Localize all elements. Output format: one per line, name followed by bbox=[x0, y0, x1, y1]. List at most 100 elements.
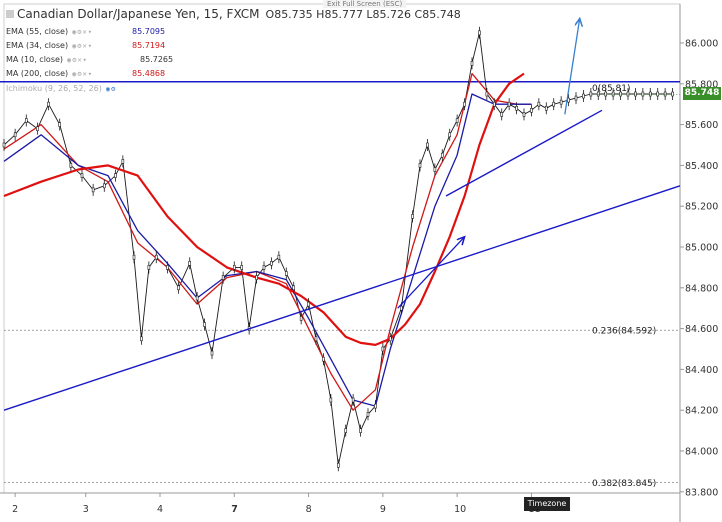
indicator-buttons-icon[interactable]: ◉⚙✕▾ bbox=[67, 56, 88, 64]
timezone-button[interactable]: Timezone bbox=[524, 497, 570, 511]
candle-body bbox=[166, 265, 169, 270]
symbol-title: Canadian Dollar/Japanese Yen, 15, FXCM bbox=[17, 7, 260, 21]
candle-body bbox=[604, 91, 608, 97]
series-line-ma200 bbox=[3, 72, 525, 346]
candle-body bbox=[418, 163, 422, 168]
candle-body bbox=[58, 122, 62, 127]
indicator-buttons-icon[interactable]: ◉⚙✕▾ bbox=[72, 70, 93, 78]
candle-body bbox=[366, 411, 370, 417]
candle-body bbox=[671, 91, 674, 97]
x-tick-label: 2 bbox=[12, 504, 18, 515]
y-tick-label: 84.800 bbox=[685, 283, 718, 294]
candle-body bbox=[210, 350, 214, 356]
x-tick-label: 10 bbox=[454, 504, 466, 515]
exit-fullscreen-button[interactable]: Exit Full Screen (ESC) bbox=[323, 0, 407, 8]
candle-body bbox=[582, 93, 585, 99]
candle-body bbox=[322, 356, 325, 362]
candle-body bbox=[634, 91, 637, 97]
candle-body bbox=[344, 428, 348, 433]
indicator-label: EMA (55, close) bbox=[6, 27, 69, 36]
candle-body bbox=[515, 105, 518, 111]
trendline bbox=[3, 185, 681, 411]
candle-body bbox=[426, 142, 429, 148]
candle-body bbox=[91, 187, 95, 193]
y-tick-label: 85.000 bbox=[685, 243, 718, 254]
x-tick-label: 8 bbox=[306, 504, 312, 515]
candle-body bbox=[596, 91, 600, 97]
y-tick-label: 84.400 bbox=[685, 365, 718, 376]
indicator-buttons-icon[interactable]: ◉⚙ bbox=[105, 85, 117, 93]
candle-body bbox=[470, 61, 474, 66]
y-tick-label: 83.800 bbox=[685, 487, 718, 498]
candle-body bbox=[36, 126, 39, 131]
fib-level-label: 0.382(83.845) bbox=[592, 479, 656, 489]
candle-body bbox=[411, 214, 414, 219]
indicator-row-ema34[interactable]: EMA (34, close) ◉⚙✕▾ bbox=[6, 41, 97, 50]
plot-frame bbox=[3, 3, 681, 494]
indicator-label: MA (10, close) bbox=[6, 55, 64, 64]
y-tick-label: 86.000 bbox=[685, 39, 718, 50]
indicator-buttons-icon[interactable]: ◉⚙✕▾ bbox=[72, 28, 93, 36]
candle-body bbox=[221, 275, 225, 280]
x-tick-label: 9 bbox=[380, 504, 386, 515]
candle-body bbox=[329, 397, 333, 403]
candle-body bbox=[102, 183, 106, 189]
candle-body bbox=[336, 462, 340, 468]
candle-body bbox=[114, 173, 117, 178]
candle-body bbox=[374, 403, 377, 409]
fib-top-label: 0(85.81) bbox=[592, 84, 631, 94]
candle-body bbox=[440, 152, 444, 158]
candle-body bbox=[611, 91, 615, 97]
candle-body bbox=[2, 142, 6, 148]
candle-body bbox=[381, 346, 385, 352]
candle-body bbox=[24, 118, 28, 123]
candle-body bbox=[177, 285, 180, 291]
candle-body bbox=[537, 101, 541, 107]
candle-body bbox=[589, 91, 593, 97]
candle-body bbox=[262, 265, 266, 270]
indicator-row-ema55[interactable]: EMA (55, close) ◉⚙✕▾ bbox=[6, 27, 97, 36]
candle-body bbox=[270, 261, 273, 266]
y-tick-label: 84.600 bbox=[685, 324, 718, 335]
indicator-row-ma10[interactable]: MA (10, close) ◉⚙✕▾ bbox=[6, 55, 92, 64]
y-tick-label: 85.400 bbox=[685, 161, 718, 172]
candle-body bbox=[530, 108, 533, 113]
candle-body bbox=[388, 336, 392, 342]
fib-level-label: 0.236(84.592) bbox=[592, 327, 656, 337]
candle-body bbox=[351, 397, 355, 403]
indicator-value-ma200: 85.4868 bbox=[132, 69, 166, 78]
indicator-row-ichimoku[interactable]: Ichimoku (9, 26, 52, 26) ◉⚙ bbox=[6, 84, 120, 93]
candle-body bbox=[240, 265, 244, 270]
indicator-row-ma200[interactable]: MA (200, close) ◉⚙✕▾ bbox=[6, 69, 97, 78]
x-tick-label: 4 bbox=[157, 504, 163, 515]
projection-arrow bbox=[397, 237, 465, 309]
candle-body bbox=[299, 316, 303, 321]
candle-body bbox=[485, 91, 489, 97]
candle-body bbox=[188, 261, 192, 266]
candle-body bbox=[626, 91, 630, 97]
indicator-value-ema55: 85.7095 bbox=[132, 27, 166, 36]
candle-body bbox=[132, 254, 136, 260]
candle-body bbox=[359, 428, 362, 433]
candle-body bbox=[121, 159, 125, 164]
projection-arrow bbox=[564, 19, 580, 115]
candle-body bbox=[544, 105, 548, 111]
candle-body bbox=[154, 254, 158, 260]
candle-body bbox=[232, 265, 236, 270]
candle-body bbox=[255, 275, 258, 280]
y-tick-label: 85.200 bbox=[685, 202, 718, 213]
candle-body bbox=[448, 132, 452, 138]
current-price-tag: 85.748 bbox=[683, 87, 721, 100]
candle-body bbox=[400, 305, 403, 311]
candle-body bbox=[463, 101, 466, 107]
candle-body bbox=[140, 336, 143, 342]
candle-body bbox=[574, 95, 578, 101]
collapse-icon[interactable] bbox=[6, 10, 14, 18]
indicator-buttons-icon[interactable]: ◉⚙✕▾ bbox=[72, 42, 93, 50]
x-tick-label: 3 bbox=[83, 504, 89, 515]
candle-body bbox=[522, 112, 526, 117]
candle-body bbox=[648, 91, 652, 97]
candle-body bbox=[656, 91, 660, 97]
candle-body bbox=[559, 99, 563, 105]
